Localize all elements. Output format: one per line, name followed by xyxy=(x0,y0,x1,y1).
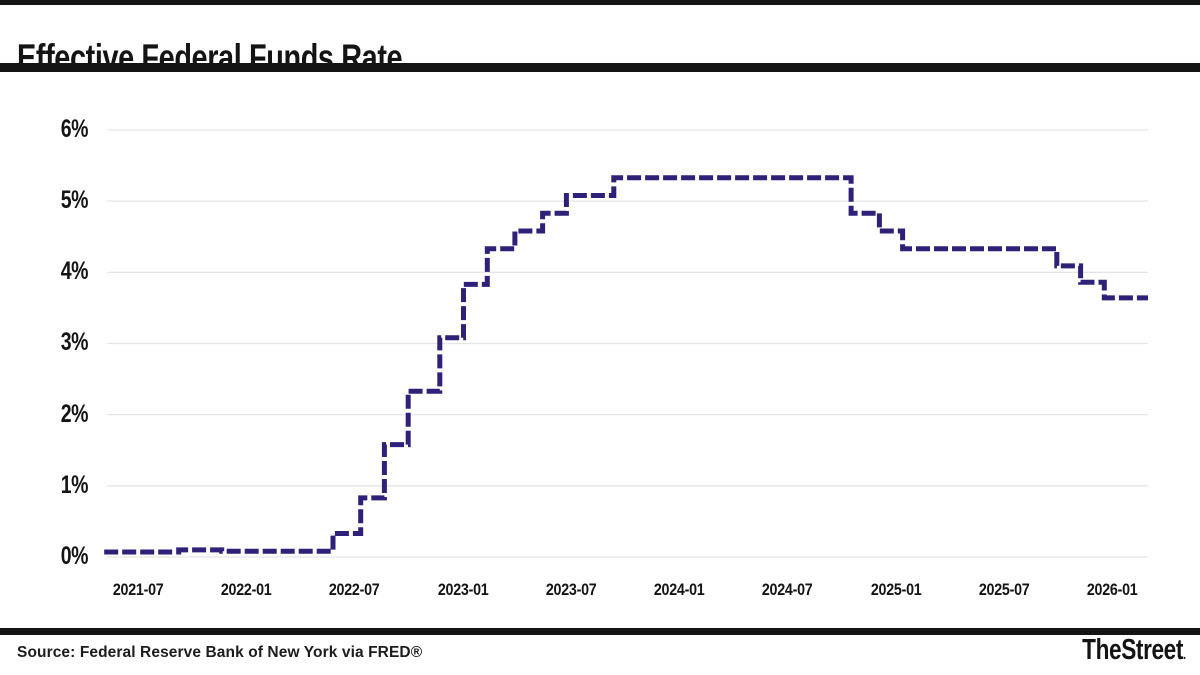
thestreet-logo: TheStreet. xyxy=(1053,634,1187,667)
x-axis-tick-label: 2022-01 xyxy=(220,580,272,599)
y-axis-tick-label: 0% xyxy=(60,542,89,570)
x-axis-tick-label: 2024-07 xyxy=(762,580,813,599)
top-divider-bar xyxy=(0,0,1200,5)
x-axis-tick-label: 2023-01 xyxy=(437,580,489,599)
y-axis-tick-label: 5% xyxy=(60,186,89,215)
x-axis-tick-label: 2025-07 xyxy=(978,580,1030,599)
y-axis-tick-label: 4% xyxy=(60,257,89,286)
x-axis-tick-label: 2024-01 xyxy=(653,580,705,599)
thestreet-logo-text: TheStreet xyxy=(1082,634,1184,666)
y-axis-tick-label: 3% xyxy=(60,328,89,357)
rate-step-line xyxy=(104,175,1148,555)
y-axis-tick-label: 2% xyxy=(60,399,89,428)
x-axis-tick-label: 2022-07 xyxy=(329,580,380,599)
x-axis-tick-label: 2025-01 xyxy=(870,580,922,599)
footer-divider-bar xyxy=(0,628,1200,635)
y-axis-tick-label: 1% xyxy=(60,470,89,499)
thestreet-logo-dot: . xyxy=(1183,646,1186,662)
title-divider-bar xyxy=(0,63,1200,72)
x-axis-tick-label: 2021-07 xyxy=(112,580,164,599)
source-attribution: Source: Federal Reserve Bank of New York… xyxy=(17,644,423,661)
x-axis-tick-label: 2026-01 xyxy=(1086,580,1138,599)
x-axis-tick-label: 2023-07 xyxy=(545,580,597,599)
y-axis-tick-label: 6% xyxy=(60,114,89,143)
